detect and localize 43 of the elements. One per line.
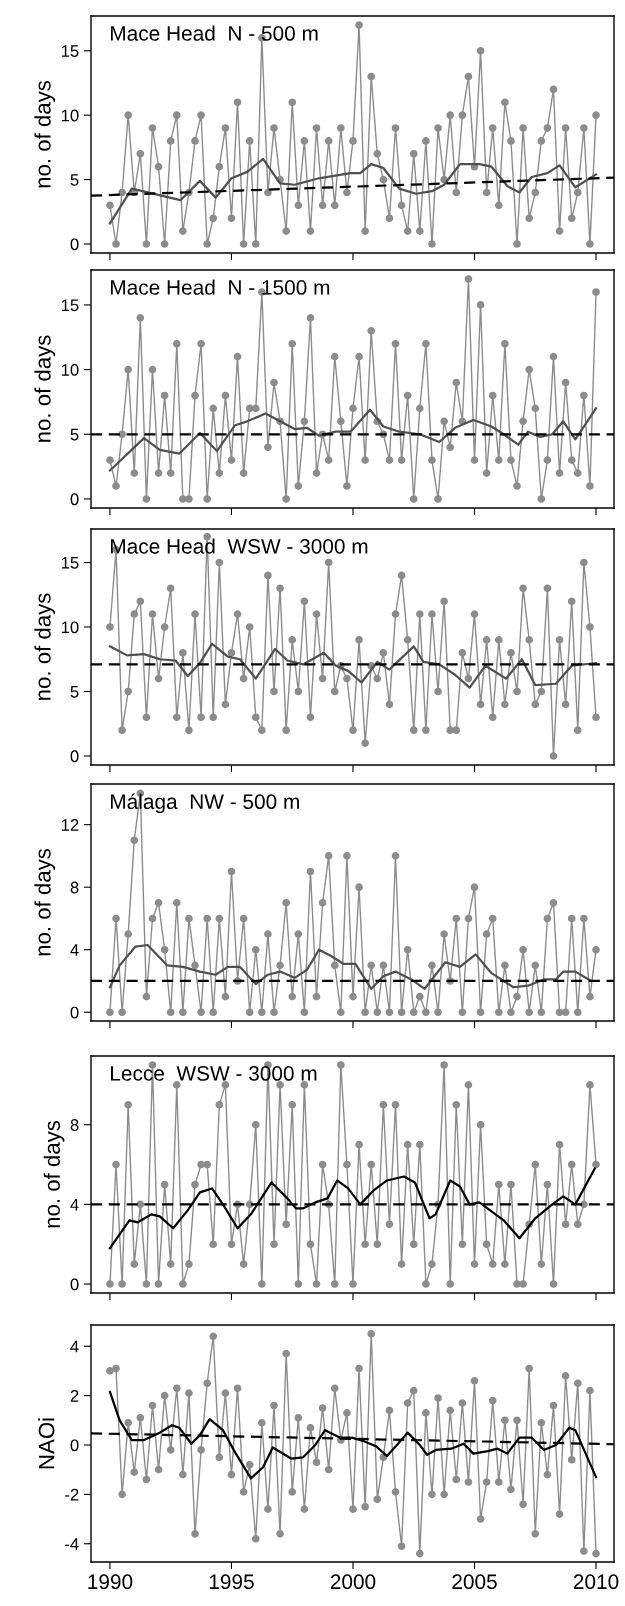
line-series: [108, 157, 598, 225]
y-tick-label: -2: [65, 1488, 79, 1501]
y-tick-label: 5: [70, 428, 79, 441]
y-tick-label: 15: [61, 45, 79, 57]
y-tick-label: 8: [70, 1119, 79, 1131]
chart-title: Mace Head WSW - 3000 m: [111, 538, 368, 554]
y-tick-label: 4: [70, 1340, 79, 1353]
y-tick-label: 0: [70, 238, 79, 251]
y-axis-title: no. of days: [34, 80, 56, 188]
y-tick-label: 12: [61, 819, 79, 831]
y-tick-label: 4: [70, 944, 79, 956]
y-tick-label: 15: [61, 557, 79, 569]
y-axis-title: NAOi: [38, 1418, 55, 1469]
x-tick-label: 2000: [330, 1574, 376, 1590]
y-tick-label: 10: [61, 109, 79, 122]
y-tick-label: 0: [70, 1439, 79, 1452]
y-tick-label: 10: [61, 364, 79, 376]
chart-title: Mace Head N - 1500 m: [111, 279, 330, 295]
x-tick-label: 2010: [573, 1574, 619, 1590]
y-axis-title: no. of days: [34, 335, 56, 442]
line-series: [108, 943, 593, 990]
chart-title: Lecce WSW - 3000 m: [111, 1066, 317, 1081]
y-axis-title: no. of days: [43, 1120, 65, 1228]
y-tick-label: -4: [65, 1538, 79, 1550]
chart-title: Mace Head N - 500 m: [111, 25, 318, 41]
y-tick-label: 0: [70, 1278, 79, 1291]
x-tick-label: 2005: [452, 1574, 497, 1590]
y-tick-label: 0: [70, 493, 79, 506]
y-tick-label: 5: [70, 686, 79, 698]
y-tick-label: 15: [61, 299, 79, 312]
y-tick-label: 10: [61, 621, 79, 634]
line-series: [108, 407, 598, 472]
y-tick-label: 0: [70, 1006, 79, 1019]
y-axis-title: no. of days: [34, 848, 56, 956]
y-tick-label: 8: [70, 881, 79, 894]
y-axis-title: no. of days: [34, 593, 56, 700]
x-tick-label: 1990: [88, 1574, 133, 1590]
y-tick-label: 4: [70, 1198, 79, 1211]
y-tick-label: 2: [70, 1390, 79, 1402]
x-tick-label: 1995: [209, 1574, 254, 1590]
y-tick-label: 5: [70, 174, 79, 186]
chart-title: Málaga NW - 500 m: [111, 793, 299, 814]
y-tick-label: 0: [70, 750, 79, 763]
